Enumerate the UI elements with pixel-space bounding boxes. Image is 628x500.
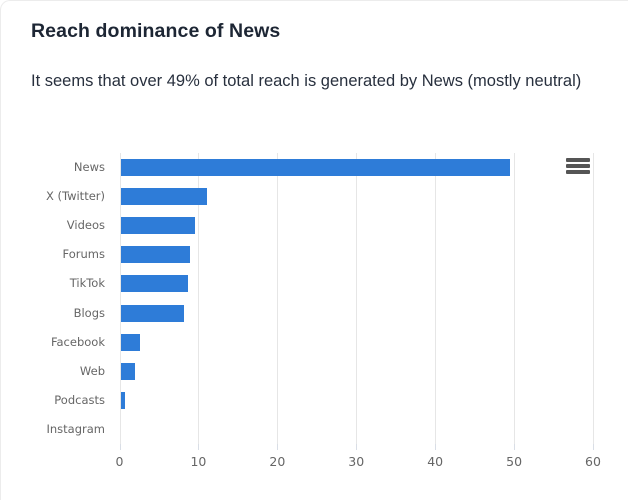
bar[interactable] xyxy=(120,333,141,351)
bar[interactable] xyxy=(120,304,185,322)
axis-tick xyxy=(593,444,594,450)
category-label: Blogs xyxy=(73,305,105,320)
category-label: Facebook xyxy=(50,334,105,349)
bar[interactable] xyxy=(120,217,195,235)
hamburger-line xyxy=(566,170,590,174)
category-label: Web xyxy=(79,363,105,378)
gridline xyxy=(356,153,358,444)
x-axis-tick-label: 0 xyxy=(115,454,124,469)
category-label: Podcasts xyxy=(54,392,105,407)
category-label: Instagram xyxy=(46,421,105,436)
bar[interactable] xyxy=(120,362,135,380)
gridline xyxy=(277,153,279,444)
bar[interactable] xyxy=(120,391,126,409)
x-axis-tick-label: 50 xyxy=(506,454,523,469)
bar[interactable] xyxy=(120,188,207,206)
axis-tick xyxy=(435,444,437,450)
bar[interactable] xyxy=(120,159,510,177)
category-label: News xyxy=(73,160,105,175)
x-axis-tick-label: 30 xyxy=(348,454,365,469)
category-label: TikTok xyxy=(69,276,105,291)
gridline xyxy=(435,153,437,444)
axis-tick xyxy=(277,444,279,450)
axis-tick xyxy=(356,444,358,450)
x-axis-tick-label: 40 xyxy=(427,454,444,469)
gridline xyxy=(119,153,121,444)
x-axis-tick-label: 20 xyxy=(269,454,286,469)
axis-tick xyxy=(198,444,200,450)
axis-tick xyxy=(119,444,121,450)
hamburger-line xyxy=(566,164,590,168)
category-label: X (Twitter) xyxy=(45,189,105,204)
hamburger-line xyxy=(566,158,590,162)
gridline xyxy=(593,153,594,444)
page-subtitle: It seems that over 49% of total reach is… xyxy=(31,72,582,90)
bar[interactable] xyxy=(120,246,190,264)
bar[interactable] xyxy=(120,275,189,293)
axis-tick xyxy=(514,444,516,450)
page-title: Reach dominance of News xyxy=(31,20,281,42)
gridline xyxy=(514,153,516,444)
x-axis-tick-label: 60 xyxy=(585,454,601,469)
category-label: Forums xyxy=(62,247,105,262)
category-label: Videos xyxy=(66,218,105,233)
hamburger-menu-icon[interactable] xyxy=(566,158,590,174)
gridline xyxy=(198,153,200,444)
x-axis-tick-label: 10 xyxy=(190,454,207,469)
